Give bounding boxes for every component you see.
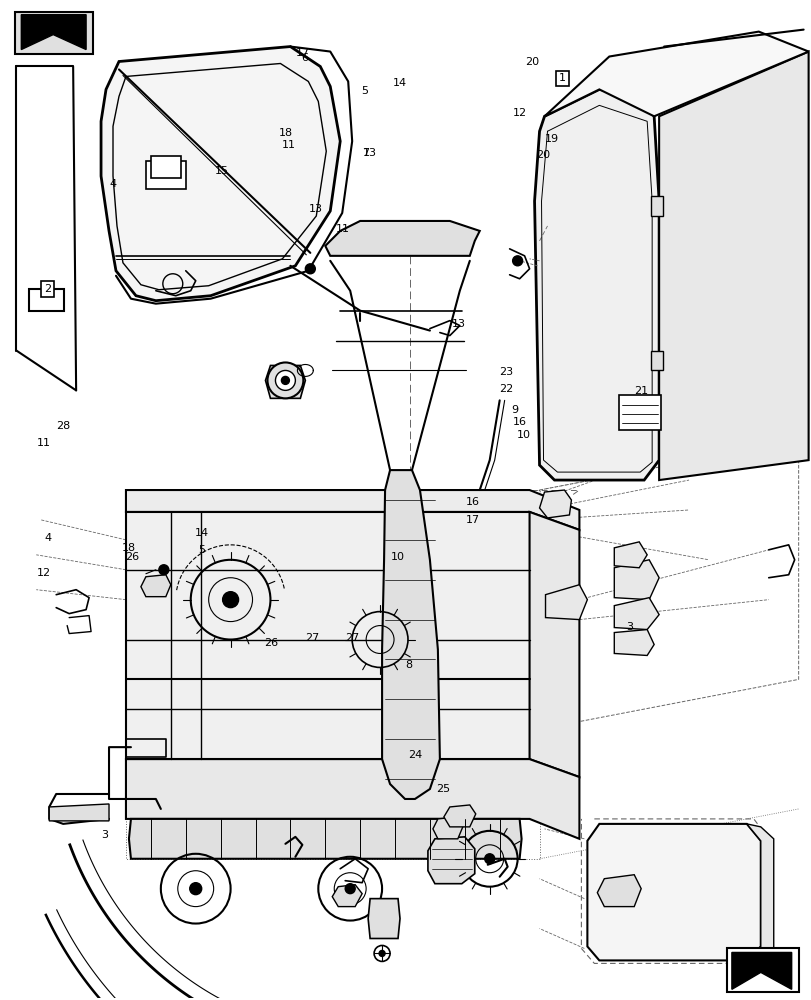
Circle shape <box>275 370 295 390</box>
Text: 16: 16 <box>466 497 479 507</box>
Text: 12: 12 <box>36 568 50 578</box>
Polygon shape <box>614 630 654 655</box>
Text: 1: 1 <box>558 73 565 83</box>
Circle shape <box>190 883 201 895</box>
Polygon shape <box>427 837 474 884</box>
Text: 4: 4 <box>45 533 52 543</box>
Circle shape <box>267 362 303 398</box>
Polygon shape <box>332 885 362 907</box>
Circle shape <box>222 592 238 608</box>
Polygon shape <box>746 824 773 966</box>
Text: 13: 13 <box>308 204 322 214</box>
Text: 3: 3 <box>101 830 109 840</box>
Text: 12: 12 <box>513 108 526 118</box>
Polygon shape <box>21 15 86 50</box>
Text: 22: 22 <box>499 384 513 394</box>
Text: 15: 15 <box>214 166 228 176</box>
Text: 13: 13 <box>363 148 376 158</box>
Text: 26: 26 <box>125 552 139 562</box>
Polygon shape <box>101 47 340 301</box>
Text: 9: 9 <box>511 405 518 415</box>
Bar <box>726 948 798 992</box>
Polygon shape <box>126 759 579 839</box>
Text: 17: 17 <box>466 515 479 525</box>
Text: 18: 18 <box>278 128 292 138</box>
Text: 13: 13 <box>451 319 465 329</box>
Text: 7: 7 <box>362 148 369 158</box>
Polygon shape <box>444 805 475 827</box>
Text: 18: 18 <box>122 543 136 553</box>
Polygon shape <box>614 560 659 600</box>
Polygon shape <box>614 598 659 630</box>
Bar <box>151 156 181 178</box>
Polygon shape <box>367 899 400 938</box>
Polygon shape <box>586 824 760 960</box>
Polygon shape <box>659 52 808 480</box>
Text: 23: 23 <box>499 367 513 377</box>
Text: 20: 20 <box>525 57 539 67</box>
Text: 8: 8 <box>406 660 412 670</box>
Text: 6: 6 <box>301 53 308 63</box>
Polygon shape <box>126 512 529 759</box>
Text: 11: 11 <box>336 224 350 234</box>
Polygon shape <box>539 490 571 518</box>
Text: 5: 5 <box>361 86 367 96</box>
Text: 2: 2 <box>44 284 51 294</box>
Text: 10: 10 <box>516 430 530 440</box>
Polygon shape <box>529 512 579 777</box>
Bar <box>15 12 93 54</box>
Text: 26: 26 <box>264 638 277 648</box>
Polygon shape <box>325 221 479 256</box>
Text: 14: 14 <box>392 78 406 88</box>
Circle shape <box>345 884 354 894</box>
Circle shape <box>484 854 494 864</box>
Polygon shape <box>129 819 521 859</box>
Text: 11: 11 <box>37 438 51 448</box>
Circle shape <box>159 565 169 575</box>
Text: 19: 19 <box>544 134 558 144</box>
Polygon shape <box>141 575 170 597</box>
Text: 28: 28 <box>56 421 70 431</box>
Bar <box>619 395 660 430</box>
Text: 14: 14 <box>195 528 209 538</box>
Polygon shape <box>265 365 305 398</box>
Polygon shape <box>544 32 808 116</box>
Text: 27: 27 <box>305 633 319 643</box>
Polygon shape <box>545 585 586 620</box>
Circle shape <box>305 264 315 274</box>
Polygon shape <box>534 89 659 480</box>
Text: 21: 21 <box>633 386 648 396</box>
Text: 4: 4 <box>109 179 117 189</box>
Circle shape <box>379 950 384 956</box>
Bar <box>650 351 663 370</box>
Text: 20: 20 <box>536 150 550 160</box>
Text: 24: 24 <box>408 750 423 760</box>
Polygon shape <box>382 470 440 799</box>
Bar <box>650 196 663 216</box>
Text: 3: 3 <box>625 622 632 632</box>
Text: 17: 17 <box>296 48 310 58</box>
Polygon shape <box>126 490 579 530</box>
Text: 16: 16 <box>513 417 526 427</box>
Polygon shape <box>432 817 462 839</box>
Text: 10: 10 <box>390 552 405 562</box>
Text: 27: 27 <box>345 633 359 643</box>
Polygon shape <box>731 952 791 989</box>
Text: 11: 11 <box>281 140 295 150</box>
Text: 25: 25 <box>436 784 450 794</box>
Circle shape <box>281 376 289 384</box>
Polygon shape <box>614 542 646 568</box>
Polygon shape <box>597 875 641 907</box>
Bar <box>29 289 64 311</box>
Text: 5: 5 <box>199 545 205 555</box>
Polygon shape <box>49 804 109 821</box>
Circle shape <box>512 256 522 266</box>
Bar <box>146 161 186 189</box>
